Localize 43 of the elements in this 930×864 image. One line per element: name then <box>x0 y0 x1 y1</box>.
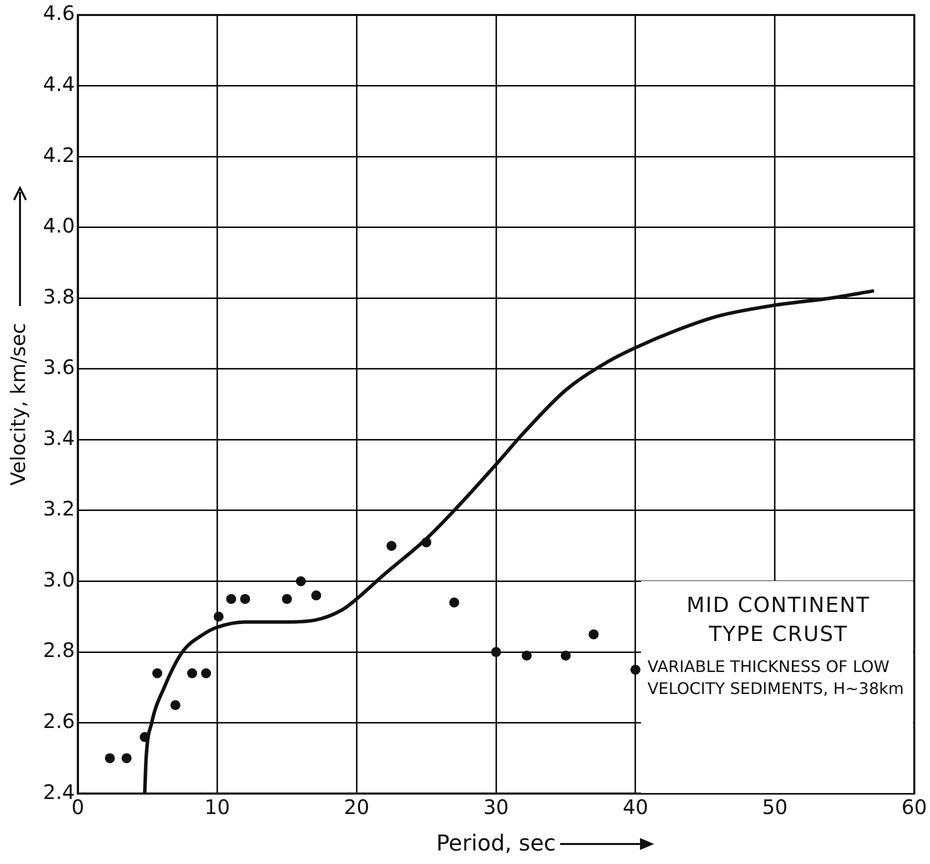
point <box>122 753 132 764</box>
y-tick-label: 3.4 <box>42 426 75 450</box>
point <box>630 664 640 675</box>
y-tick-label: 4.4 <box>42 72 75 96</box>
point <box>560 650 571 661</box>
point <box>421 537 432 548</box>
y-tick-label: 4.0 <box>42 214 75 238</box>
point <box>187 668 198 678</box>
point <box>386 540 396 551</box>
y-tick-label: 2.8 <box>42 638 75 662</box>
y-tick-label: 3.6 <box>42 355 75 380</box>
y-axis-title: Velocity, km/sec <box>6 322 30 486</box>
point <box>152 668 162 678</box>
y-tick-label: 2.6 <box>42 709 75 734</box>
point <box>201 668 212 678</box>
x-tick-label: 30 <box>483 794 509 819</box>
point <box>140 732 150 742</box>
y-tick-label: 3.8 <box>42 284 75 308</box>
point <box>214 612 224 622</box>
point <box>449 597 460 608</box>
point <box>240 594 250 604</box>
y-tick-label: 3.2 <box>42 496 75 521</box>
x-tick-label: 60 <box>902 794 927 819</box>
text-box: MID CONTINENT TYPE CRUST VARIABLE THICKNESS OF LOW VELOCITY SEDIMENTS, H~38km <box>641 581 914 793</box>
point <box>296 576 306 586</box>
x-tick-label: 40 <box>622 794 648 819</box>
annotation: MID CONTINENT TYPE CRUST <box>686 592 872 648</box>
point <box>226 594 236 604</box>
point <box>491 647 502 658</box>
x-tick-label: 20 <box>344 794 370 819</box>
point <box>170 700 180 710</box>
point <box>104 753 115 764</box>
x-tick-label: 50 <box>762 794 788 819</box>
x-tick-label: 10 <box>204 794 230 819</box>
y-tick-label: 3.0 <box>42 567 75 592</box>
point <box>282 594 292 604</box>
x-axis-title: Period, sec <box>436 832 556 857</box>
point <box>522 650 532 661</box>
point <box>311 590 322 600</box>
y-tick-label: 4.6 <box>42 1 75 26</box>
point <box>588 629 599 640</box>
annotation: VARIABLE THICKNESS OF LOW VELOCITY SEDIMENTS, H~38km <box>647 656 905 700</box>
y-tick-label: 4.2 <box>42 142 75 167</box>
